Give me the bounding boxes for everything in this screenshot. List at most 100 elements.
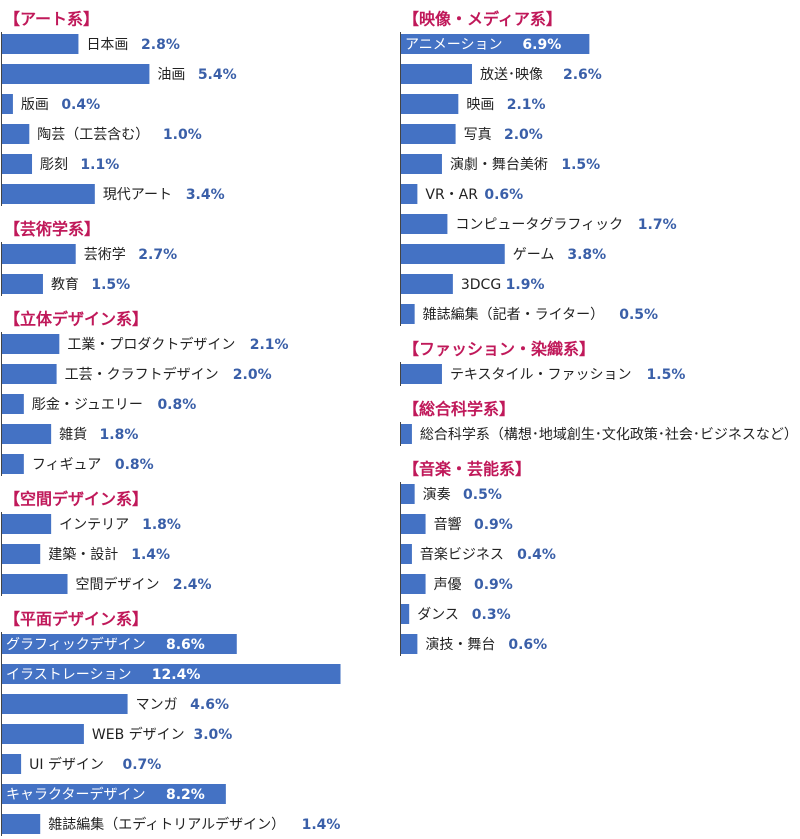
value-label: 0.8% [157, 397, 196, 413]
bar [401, 94, 459, 114]
category-group: 【映像・メディア系】アニメーション 6.9% 放送･映像 2.6% 映画 2.1% 写真 2.… [400, 10, 677, 326]
bar-label: インテリア [59, 517, 129, 533]
value-label: 0.4% [61, 97, 100, 113]
bar [2, 154, 33, 174]
value-label: 0.5% [463, 487, 502, 503]
bar [401, 424, 412, 444]
bar-label: 雑貨 [59, 426, 87, 443]
bar [2, 424, 52, 444]
bar [401, 634, 418, 654]
bar [2, 34, 79, 54]
bar [2, 124, 30, 144]
bar [401, 64, 472, 84]
bar [2, 334, 60, 354]
value-label: 0.9% [474, 517, 513, 533]
value-label: 12.4% [152, 667, 201, 683]
bar [401, 574, 426, 594]
value-label: 0.6% [484, 187, 523, 203]
bar-label: 芸術学 [84, 247, 126, 263]
value-label: 0.4% [517, 547, 556, 563]
category-group: 【総合科学系】総合科学系（構想･地域創生･文化政策･社会･ビジネスなど）0.4% [400, 400, 798, 446]
category-group: 【芸術学系】芸術学 2.7% 教育 1.5% [1, 220, 177, 296]
bar [2, 364, 57, 384]
value-label: 1.1% [80, 157, 119, 173]
bar [2, 694, 128, 714]
value-label: 5.4% [198, 67, 237, 83]
value-label: 3.8% [567, 247, 606, 263]
value-label: 1.5% [561, 157, 600, 173]
value-label: 4.6% [190, 697, 229, 713]
value-label: 0.6% [508, 637, 547, 653]
bar [401, 154, 442, 174]
category-group: 【アート系】日本画 2.8% 油画 5.4% 版画 0.4% 陶芸（工芸含む） 1.0% 彫刻 1… [1, 10, 237, 206]
value-label: 0.8% [115, 457, 154, 473]
chart-column-2: 【映像・メディア系】アニメーション 6.9% 放送･映像 2.6% 映画 2.1% 写真 2.… [400, 10, 798, 656]
bar-label: ダンス [417, 607, 459, 623]
category-group: 【空間デザイン系】インテリア 1.8% 建築・設計 1.4% 空間デザイン 2.4% [1, 490, 212, 596]
value-label: 2.1% [250, 337, 289, 353]
category-group: 【音楽・芸能系】演奏 0.5%音響 0.9% 音楽ビジネス 0.4% 声優 0.9% ダンス 0… [400, 460, 556, 656]
value-label: 6.9% [522, 37, 561, 53]
value-label: 1.0% [163, 127, 202, 143]
bar [401, 34, 590, 54]
bar [2, 514, 52, 534]
bar-label: グラフィックデザイン [6, 636, 146, 653]
value-label: 1.8% [100, 427, 139, 443]
bar [2, 394, 24, 414]
bar-label: VR・AR [425, 187, 478, 203]
category-group: 【平面デザイン系】グラフィックデザイン 8.6% イラストレーション 12.4% マンガ… [1, 610, 341, 836]
category-heading: 【アート系】 [4, 10, 99, 29]
bar [2, 184, 95, 204]
category-group: 【立体デザイン系】工業・プロダクトデザイン 2.1% 工芸・クラフトデザイン 2.0%… [1, 310, 289, 476]
bar-label: 雑誌編集（記者・ライター） [423, 306, 604, 323]
category-heading: 【空間デザイン系】 [4, 490, 148, 509]
bar-label: 写真 [464, 127, 492, 143]
category-group: 【ファッション・染織系】テキスタイル・ファッション 1.5% [400, 340, 686, 386]
bar [2, 724, 84, 744]
bar [2, 244, 76, 264]
value-label: 3.0% [194, 727, 233, 743]
bar-label: 彫刻 [40, 157, 68, 173]
bar [2, 574, 68, 594]
category-heading: 【総合科学系】 [403, 400, 515, 419]
bar [2, 784, 226, 804]
value-label: 2.0% [233, 367, 272, 383]
bar-label: テキスタイル・ファッション [450, 367, 632, 383]
value-label: 0.7% [123, 757, 162, 773]
bar [2, 754, 22, 774]
bar [401, 484, 415, 504]
bar-label: フィギュア [32, 457, 101, 473]
value-label: 1.4% [131, 547, 170, 563]
value-label: 1.7% [638, 217, 677, 233]
bar [2, 544, 41, 564]
bar [401, 214, 448, 234]
bar-label: 教育 [51, 277, 79, 293]
bar-label: 陶芸（工芸含む） [37, 127, 149, 143]
value-label: 2.0% [504, 127, 543, 143]
value-label: 1.5% [91, 277, 130, 293]
bar-label: WEB デザイン [92, 726, 185, 743]
bar-label: 演技・舞台 [425, 637, 495, 653]
bar [401, 304, 415, 324]
category-heading: 【立体デザイン系】 [4, 310, 148, 329]
bar-label: 放送･映像 [480, 67, 543, 83]
bar-label: 総合科学系（構想･地域創生･文化政策･社会･ビジネスなど） [420, 426, 798, 443]
value-label: 1.9% [506, 277, 545, 293]
bar [401, 244, 505, 264]
bar-label: 音響 [434, 516, 462, 533]
category-heading: 【ファッション・染織系】 [403, 340, 595, 359]
value-label: 0.9% [474, 577, 513, 593]
bar-label: アニメーション [405, 37, 502, 53]
bar [401, 124, 456, 144]
value-label: 2.7% [138, 247, 177, 263]
chart-column-1: 【アート系】日本画 2.8% 油画 5.4% 版画 0.4% 陶芸（工芸含む） 1.0% 彫刻 1… [1, 10, 341, 836]
bar-label: UI デザイン [29, 756, 104, 773]
bar [2, 454, 24, 474]
value-label: 0.3% [472, 607, 511, 623]
bar [401, 544, 412, 564]
value-label: 8.2% [166, 787, 205, 803]
category-heading: 【平面デザイン系】 [4, 610, 148, 629]
value-label: 2.6% [563, 67, 602, 83]
value-label: 1.5% [647, 367, 686, 383]
